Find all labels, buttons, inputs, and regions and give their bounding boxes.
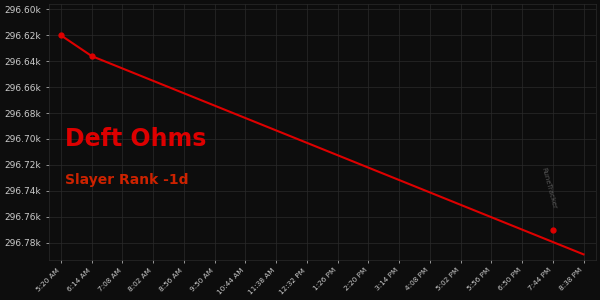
Text: Slayer Rank -1d: Slayer Rank -1d bbox=[65, 173, 188, 187]
Text: Deft Ohms: Deft Ohms bbox=[65, 127, 206, 151]
Text: RuneTracker: RuneTracker bbox=[541, 167, 558, 209]
